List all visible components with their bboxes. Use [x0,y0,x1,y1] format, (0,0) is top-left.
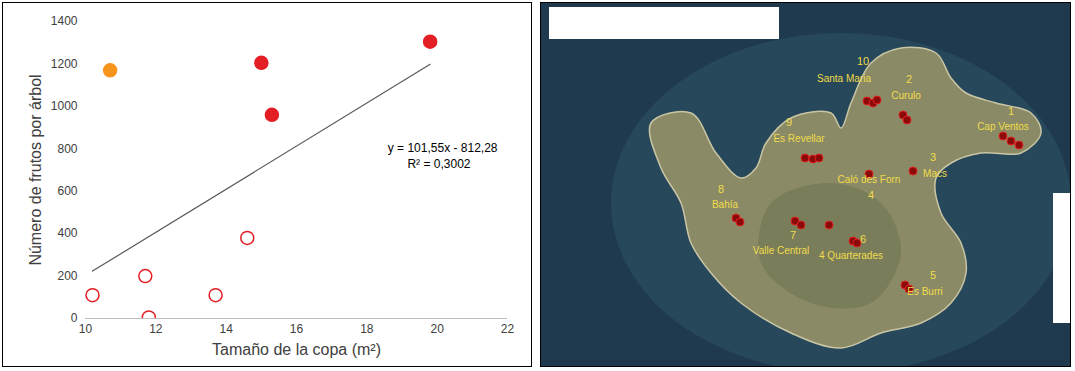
svg-text:Bahía: Bahía [712,199,739,210]
svg-text:Número de frutos por árbol: Número de frutos por árbol [27,74,44,265]
svg-text:3: 3 [930,151,936,163]
svg-text:Macs: Macs [923,168,947,179]
svg-text:7: 7 [790,229,796,241]
svg-text:Curulo: Curulo [891,90,921,101]
svg-text:800: 800 [57,142,77,156]
svg-text:10: 10 [857,55,869,67]
svg-text:1200: 1200 [51,57,78,71]
svg-text:14: 14 [219,322,233,336]
svg-text:8: 8 [718,183,724,195]
svg-text:Santa Maria: Santa Maria [817,73,871,84]
svg-text:18: 18 [360,322,374,336]
svg-text:R² = 0,3002: R² = 0,3002 [407,157,470,171]
svg-text:1400: 1400 [51,14,78,28]
svg-text:Caló des Forn: Caló des Forn [838,174,901,185]
svg-text:Cap Ventos: Cap Ventos [977,121,1029,132]
svg-text:12: 12 [149,322,163,336]
svg-text:Valle Central: Valle Central [753,245,810,256]
svg-text:Es Revellar: Es Revellar [773,133,825,144]
svg-text:1000: 1000 [51,99,78,113]
svg-text:4: 4 [868,189,874,201]
svg-text:1: 1 [1008,105,1014,117]
svg-text:10: 10 [79,322,93,336]
svg-text:5: 5 [930,269,936,281]
svg-text:16: 16 [290,322,304,336]
svg-text:4 Quarterades: 4 Quarterades [819,250,883,261]
svg-text:y = 101,55x - 812,28: y = 101,55x - 812,28 [388,141,498,155]
svg-text:20: 20 [430,322,444,336]
svg-text:9: 9 [786,116,792,128]
svg-text:0: 0 [71,311,78,325]
svg-text:600: 600 [57,184,77,198]
svg-text:400: 400 [57,226,77,240]
svg-text:Es Burri: Es Burri [907,286,943,297]
svg-text:Tamaño de la copa (m²): Tamaño de la copa (m²) [212,341,381,358]
svg-text:200: 200 [57,269,77,283]
svg-text:2: 2 [906,73,912,85]
svg-text:6: 6 [860,233,866,245]
svg-text:22: 22 [501,322,515,336]
